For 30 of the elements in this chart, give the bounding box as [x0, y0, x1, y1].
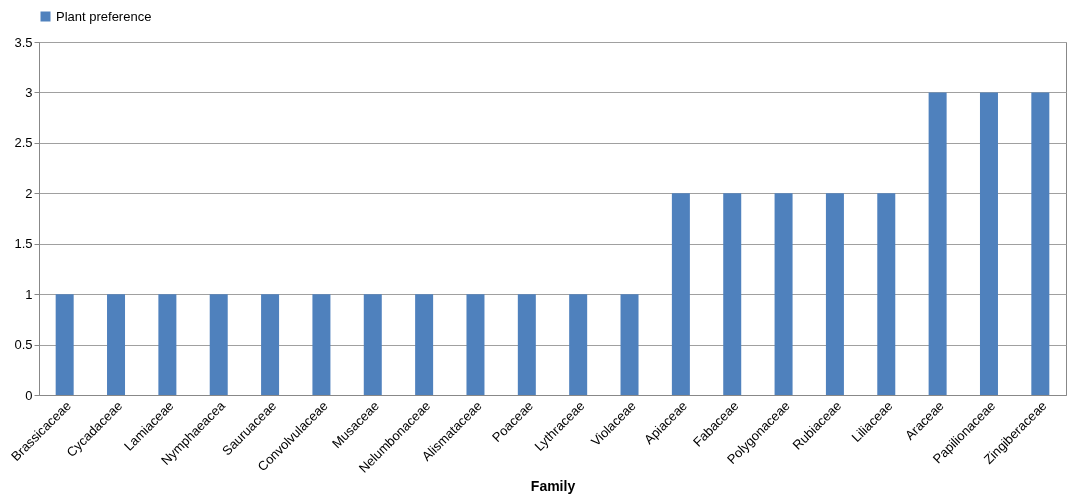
bar	[723, 193, 742, 395]
bar	[671, 193, 690, 395]
y-tick-label: 0	[25, 387, 33, 403]
bar	[55, 294, 74, 395]
y-tick-label: 3	[25, 84, 33, 100]
bar	[1031, 92, 1050, 395]
bar	[466, 294, 485, 395]
bar	[261, 294, 280, 395]
bar	[415, 294, 434, 395]
bar	[209, 294, 228, 395]
y-tick-label: 0.5	[14, 337, 33, 353]
y-tick-label: 1.5	[14, 236, 33, 252]
y-tick-label: 3.5	[14, 34, 33, 50]
bar	[620, 294, 639, 395]
bar	[825, 193, 844, 395]
bar	[517, 294, 536, 395]
y-tick-label: 1	[25, 286, 33, 302]
bar	[312, 294, 331, 395]
bar	[569, 294, 588, 395]
y-tick-label: 2	[25, 185, 33, 201]
bar	[979, 92, 998, 395]
bar	[877, 193, 896, 395]
bar	[928, 92, 947, 395]
bar	[363, 294, 382, 395]
y-tick-label: 2.5	[14, 135, 33, 151]
bar	[774, 193, 793, 395]
legend-label: Plant preference	[56, 8, 152, 24]
x-axis-title: Family	[530, 477, 576, 494]
bar	[158, 294, 177, 395]
bar	[107, 294, 126, 395]
